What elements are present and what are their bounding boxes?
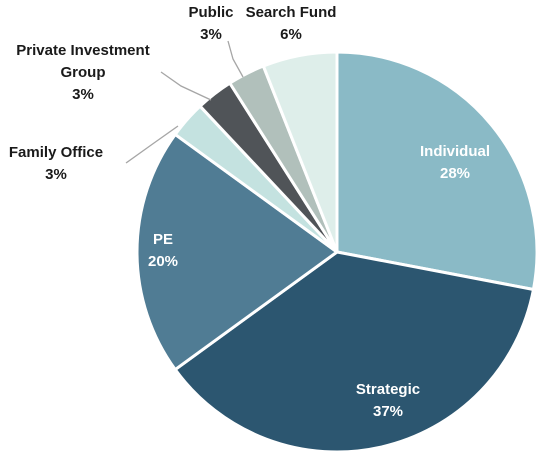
slice-category-label: Strategic	[356, 381, 420, 398]
slice-category-label: Search Fund	[246, 4, 337, 21]
slice-value-label: 37%	[373, 403, 403, 420]
slice-value-label: 28%	[440, 165, 470, 182]
slice-label-individual: Individual 28%	[420, 143, 490, 182]
slice-category-label: Public	[188, 4, 233, 21]
pie-slice-pe	[135, 132, 339, 372]
slice-value-label: 3%	[200, 26, 222, 43]
slice-category-label: Group	[61, 64, 106, 81]
slice-category-label: Family Office	[9, 144, 103, 161]
slice-label-search-fund: Search Fund 6%	[246, 4, 337, 43]
leader-line-family-office	[125, 125, 179, 164]
slice-label-private-investment-group: Private Investment Group 3%	[16, 42, 149, 103]
slice-value-label: 20%	[148, 253, 178, 270]
slice-label-family-office: Family Office 3%	[9, 144, 103, 183]
leader-line-public	[227, 40, 244, 78]
leader-line-private-investment-group	[160, 71, 212, 101]
slice-value-label: 6%	[280, 26, 302, 43]
slice-label-public: Public 3%	[188, 4, 233, 43]
pie-slice-individual	[335, 50, 539, 291]
slice-category-label: PE	[153, 231, 173, 248]
slice-label-strategic: Strategic 37%	[356, 381, 420, 420]
slice-category-label: Private Investment	[16, 42, 149, 59]
pie-slice-strategic	[173, 250, 535, 454]
pie-slices	[135, 50, 539, 454]
leader-lines	[125, 40, 244, 164]
slice-category-label: Individual	[420, 143, 490, 160]
slice-labels: Individual 28% Strategic 37% PE 20% Family Off…	[9, 4, 490, 420]
slice-label-pe: PE 20%	[148, 231, 178, 270]
slice-value-label: 3%	[72, 86, 94, 103]
pie-slice-search-fund	[261, 50, 339, 254]
slice-value-label: 3%	[45, 166, 67, 183]
